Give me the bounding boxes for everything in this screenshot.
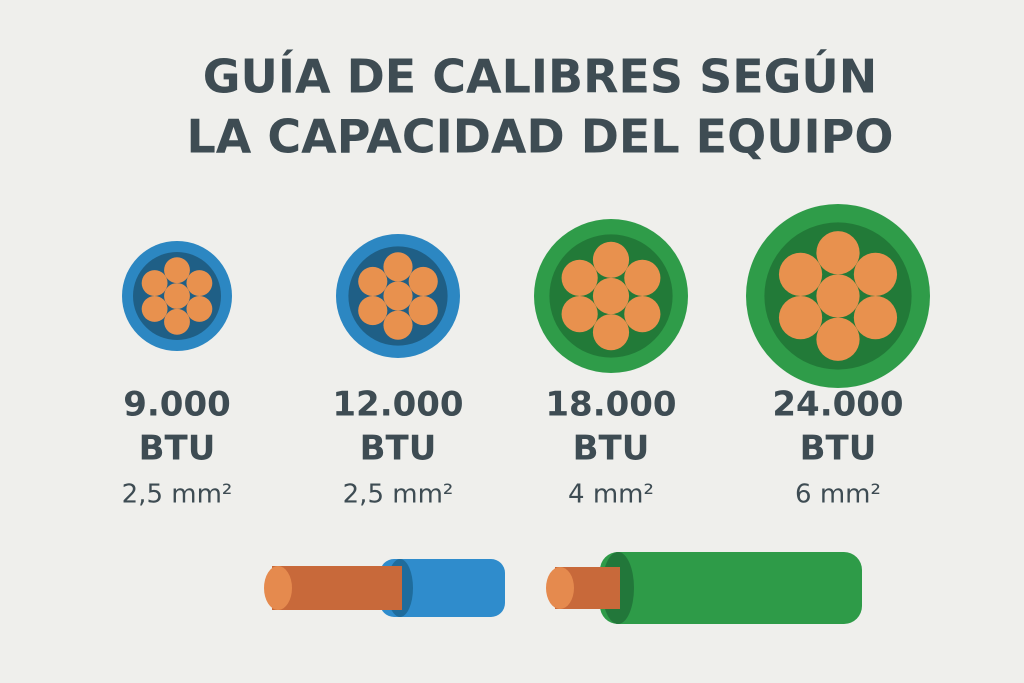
strand <box>624 259 661 296</box>
strand <box>408 296 438 326</box>
cable-large <box>546 552 862 624</box>
strand <box>358 296 388 326</box>
copper-end <box>546 567 574 609</box>
strand <box>164 308 190 335</box>
strand <box>561 296 598 333</box>
capacity: 9.000 <box>123 385 231 425</box>
strand <box>164 257 190 284</box>
strand <box>408 266 438 296</box>
unit: BTU <box>573 429 650 469</box>
cable-small <box>264 559 505 617</box>
strand <box>778 296 823 340</box>
title-line: GUÍA DE CALIBRES SEGÚN <box>203 50 877 104</box>
strand <box>358 266 388 296</box>
capacity: 24.000 <box>772 385 903 425</box>
strand <box>778 252 823 296</box>
strand <box>164 283 190 309</box>
copper <box>272 566 402 610</box>
gauge: 4 mm² <box>568 480 654 510</box>
capacity: 12.000 <box>332 385 463 425</box>
title-line: LA CAPACIDAD DEL EQUIPO <box>187 110 894 164</box>
strand <box>383 310 413 340</box>
strand <box>592 241 630 278</box>
strand <box>624 296 661 333</box>
gauge: 2,5 mm² <box>343 480 454 510</box>
capacity: 18.000 <box>545 385 676 425</box>
unit: BTU <box>800 429 877 469</box>
strand <box>816 317 860 361</box>
strand <box>816 274 860 318</box>
strand <box>592 277 630 315</box>
unit: BTU <box>360 429 437 469</box>
gauge: 6 mm² <box>795 480 881 510</box>
unit: BTU <box>139 429 216 469</box>
strand <box>141 296 168 322</box>
strand <box>383 281 413 311</box>
copper-end <box>264 566 292 610</box>
strand <box>816 231 860 275</box>
strand <box>561 259 598 296</box>
strand <box>853 296 898 340</box>
strand <box>592 314 630 351</box>
strand <box>383 252 413 282</box>
strand <box>853 252 898 296</box>
strand <box>186 296 213 322</box>
strand <box>186 270 213 297</box>
gauge: 2,5 mm² <box>122 480 233 510</box>
strand <box>141 270 168 297</box>
cable-jacket <box>600 552 862 624</box>
